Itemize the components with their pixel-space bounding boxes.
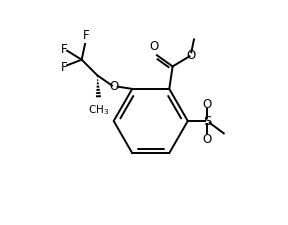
Text: F: F	[60, 61, 67, 74]
Text: F: F	[83, 29, 90, 42]
Text: O: O	[187, 49, 196, 62]
Text: O: O	[149, 40, 159, 53]
Text: O: O	[110, 80, 119, 93]
Text: O: O	[202, 133, 211, 145]
Text: CH$_3$: CH$_3$	[88, 102, 109, 116]
Text: O: O	[202, 97, 211, 110]
Text: F: F	[60, 43, 67, 56]
Text: S: S	[203, 115, 212, 128]
